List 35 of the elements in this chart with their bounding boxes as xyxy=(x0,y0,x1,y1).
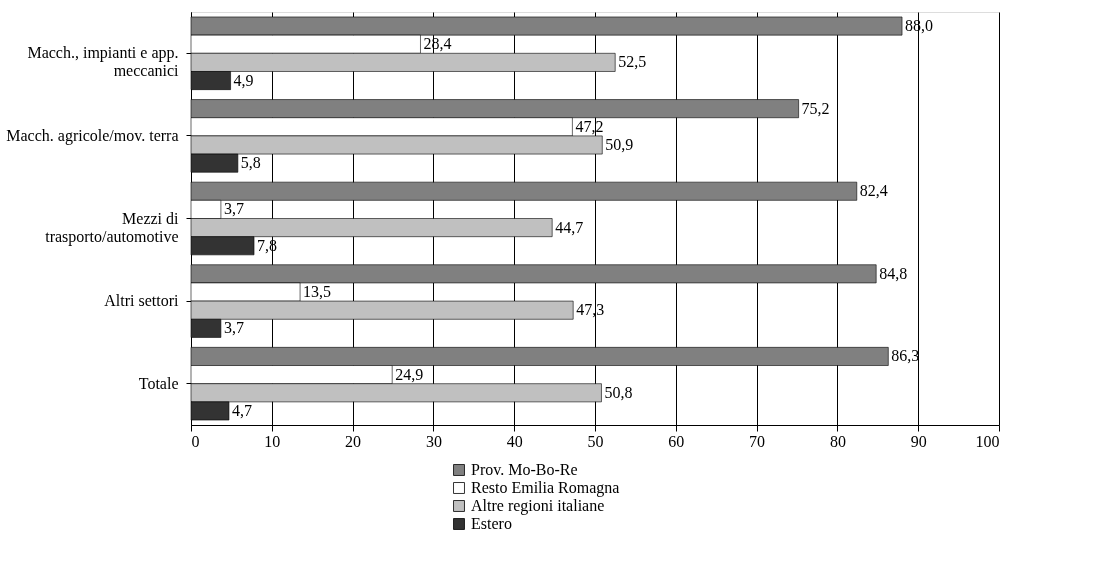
x-tick-label: 50 xyxy=(587,432,604,450)
x-tick-label: 90 xyxy=(910,432,927,450)
data-label: 24,9 xyxy=(395,365,424,383)
data-label: 44,7 xyxy=(555,218,584,236)
y-tick-label: Totale xyxy=(138,374,179,392)
legend-label: Estero xyxy=(471,515,512,532)
data-label: 50,9 xyxy=(605,135,634,153)
x-tick-label: 0 xyxy=(191,432,200,450)
x-tick-label: 40 xyxy=(506,432,523,450)
x-tick-label: 80 xyxy=(829,432,846,450)
data-label: 50,8 xyxy=(604,383,633,401)
x-tick-label: 100 xyxy=(975,432,1000,450)
data-label: 4,9 xyxy=(233,71,254,89)
x-tick-label: 10 xyxy=(264,432,281,450)
x-tick-label: 60 xyxy=(668,432,685,450)
legend-label: Prov. Mo-Bo-Re xyxy=(471,461,578,478)
x-tick-label: 70 xyxy=(749,432,766,450)
data-label: 82,4 xyxy=(859,182,888,200)
data-label: 3,7 xyxy=(223,200,244,218)
legend-label: Resto Emilia Romagna xyxy=(471,479,620,497)
y-tick-label: Macch., impianti e app. meccanici xyxy=(27,44,180,80)
y-tick-label: Mezzi di trasporto/automotive xyxy=(45,209,180,246)
data-label: 75,2 xyxy=(801,99,830,117)
data-label: 52,5 xyxy=(618,53,647,71)
data-label: 84,8 xyxy=(879,264,908,282)
legend-label: Altre regioni italiane xyxy=(471,497,605,515)
x-tick-label: 20 xyxy=(345,432,362,450)
data-label: 13,5 xyxy=(303,283,332,301)
data-label: 3,7 xyxy=(223,319,244,337)
data-label: 86,3 xyxy=(891,347,920,365)
data-label: 4,7 xyxy=(231,401,252,419)
data-label: 5,8 xyxy=(240,154,261,172)
y-tick-label: Altri settori xyxy=(104,292,180,310)
y-tick-label: Macch. agricole/mov. terra xyxy=(6,126,179,145)
x-tick-label: 30 xyxy=(425,432,442,450)
